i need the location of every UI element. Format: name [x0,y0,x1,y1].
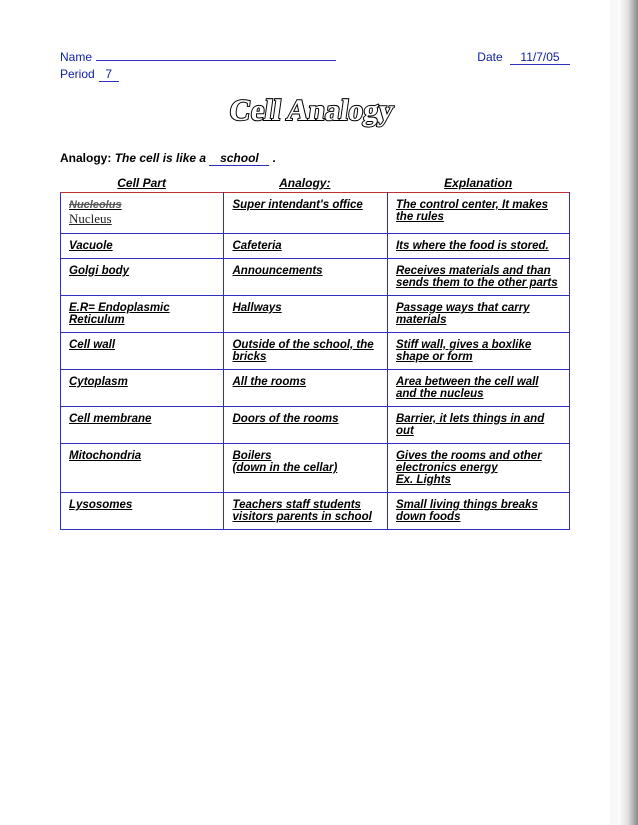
cell-part: Golgi body [61,259,224,296]
analogy-cell: All the rooms [224,370,387,407]
title-text: Cell Analogy [227,93,396,127]
title-wordart: Cell Analogy [165,86,465,134]
cell-part: NucleolusNucleus [61,193,224,234]
col-header-explanation: Explanation [386,176,570,190]
explanation-cell: Its where the food is stored. [387,234,569,259]
date-label: Date [477,50,502,64]
cell-part: Mitochondria [61,444,224,493]
analogy-cell: Teachers staff students visitors parents… [224,493,387,530]
cell-part: Cell membrane [61,407,224,444]
cell-part: E.R= Endoplasmic Reticulum [61,296,224,333]
explanation-cell: Gives the rooms and other electronics en… [387,444,569,493]
header-line-1: Name Date 11/7/05 [60,50,570,65]
cell-part: Vacuole [61,234,224,259]
period-label: Period [60,67,95,81]
analogy-table: NucleolusNucleusSuper intendant's office… [60,192,570,530]
title-wrap: Cell Analogy [60,86,570,139]
name-blank [96,60,336,61]
explanation-cell: Area between the cell wall and the nucle… [387,370,569,407]
explanation-cell: Stiff wall, gives a boxlike shape or for… [387,333,569,370]
table-row: LysosomesTeachers staff students visitor… [61,493,570,530]
explanation-cell: Receives materials and than sends them t… [387,259,569,296]
col-header-analogy: Analogy: [223,176,386,190]
table-row: NucleolusNucleusSuper intendant's office… [61,193,570,234]
analogy-prefix: Analogy: [60,151,111,165]
analogy-cell: Boilers (down in the cellar) [224,444,387,493]
table-row: CytoplasmAll the roomsArea between the c… [61,370,570,407]
table-row: Golgi bodyAnnouncementsReceives material… [61,259,570,296]
analogy-cell: Announcements [224,259,387,296]
worksheet-page: Name Date 11/7/05 Period 7 Cell Analogy … [0,0,610,825]
column-headers: Cell Part Analogy: Explanation [60,176,570,190]
explanation-cell: Small living things breaks down foods [387,493,569,530]
name-label: Name [60,50,92,64]
analogy-fill: school [209,151,269,166]
explanation-cell: Passage ways that carry materials [387,296,569,333]
analogy-before: The cell is like a [115,151,206,165]
analogy-cell: Cafeteria [224,234,387,259]
period-value: 7 [99,67,119,82]
cell-part-scribble: Nucleolus [69,199,215,211]
table-row: Cell membraneDoors of the roomsBarrier, … [61,407,570,444]
table-row: E.R= Endoplasmic ReticulumHallways Passa… [61,296,570,333]
cell-part: Lysosomes [61,493,224,530]
analogy-cell: Outside of the school, the bricks [224,333,387,370]
col-header-cellpart: Cell Part [60,176,223,190]
explanation-cell: The control center, It makes the rules [387,193,569,234]
analogy-cell: Doors of the rooms [224,407,387,444]
date-group: Date 11/7/05 [477,50,570,65]
table-body: NucleolusNucleusSuper intendant's office… [61,193,570,530]
table-row: VacuoleCafeteriaIts where the food is st… [61,234,570,259]
explanation-cell: Barrier, it lets things in and out [387,407,569,444]
analogy-sentence: Analogy: The cell is like a school . [60,151,570,166]
date-value: 11/7/05 [510,50,570,65]
header-line-2: Period 7 [60,67,570,82]
scan-edge [618,0,638,825]
table-row: Cell wallOutside of the school, the bric… [61,333,570,370]
analogy-cell: Hallways [224,296,387,333]
analogy-after: . [273,151,276,165]
cell-part: Cytoplasm [61,370,224,407]
analogy-cell: Super intendant's office [224,193,387,234]
cell-part: Cell wall [61,333,224,370]
table-row: MitochondriaBoilers (down in the cellar)… [61,444,570,493]
cell-part-handwritten: Nucleus [69,211,215,227]
